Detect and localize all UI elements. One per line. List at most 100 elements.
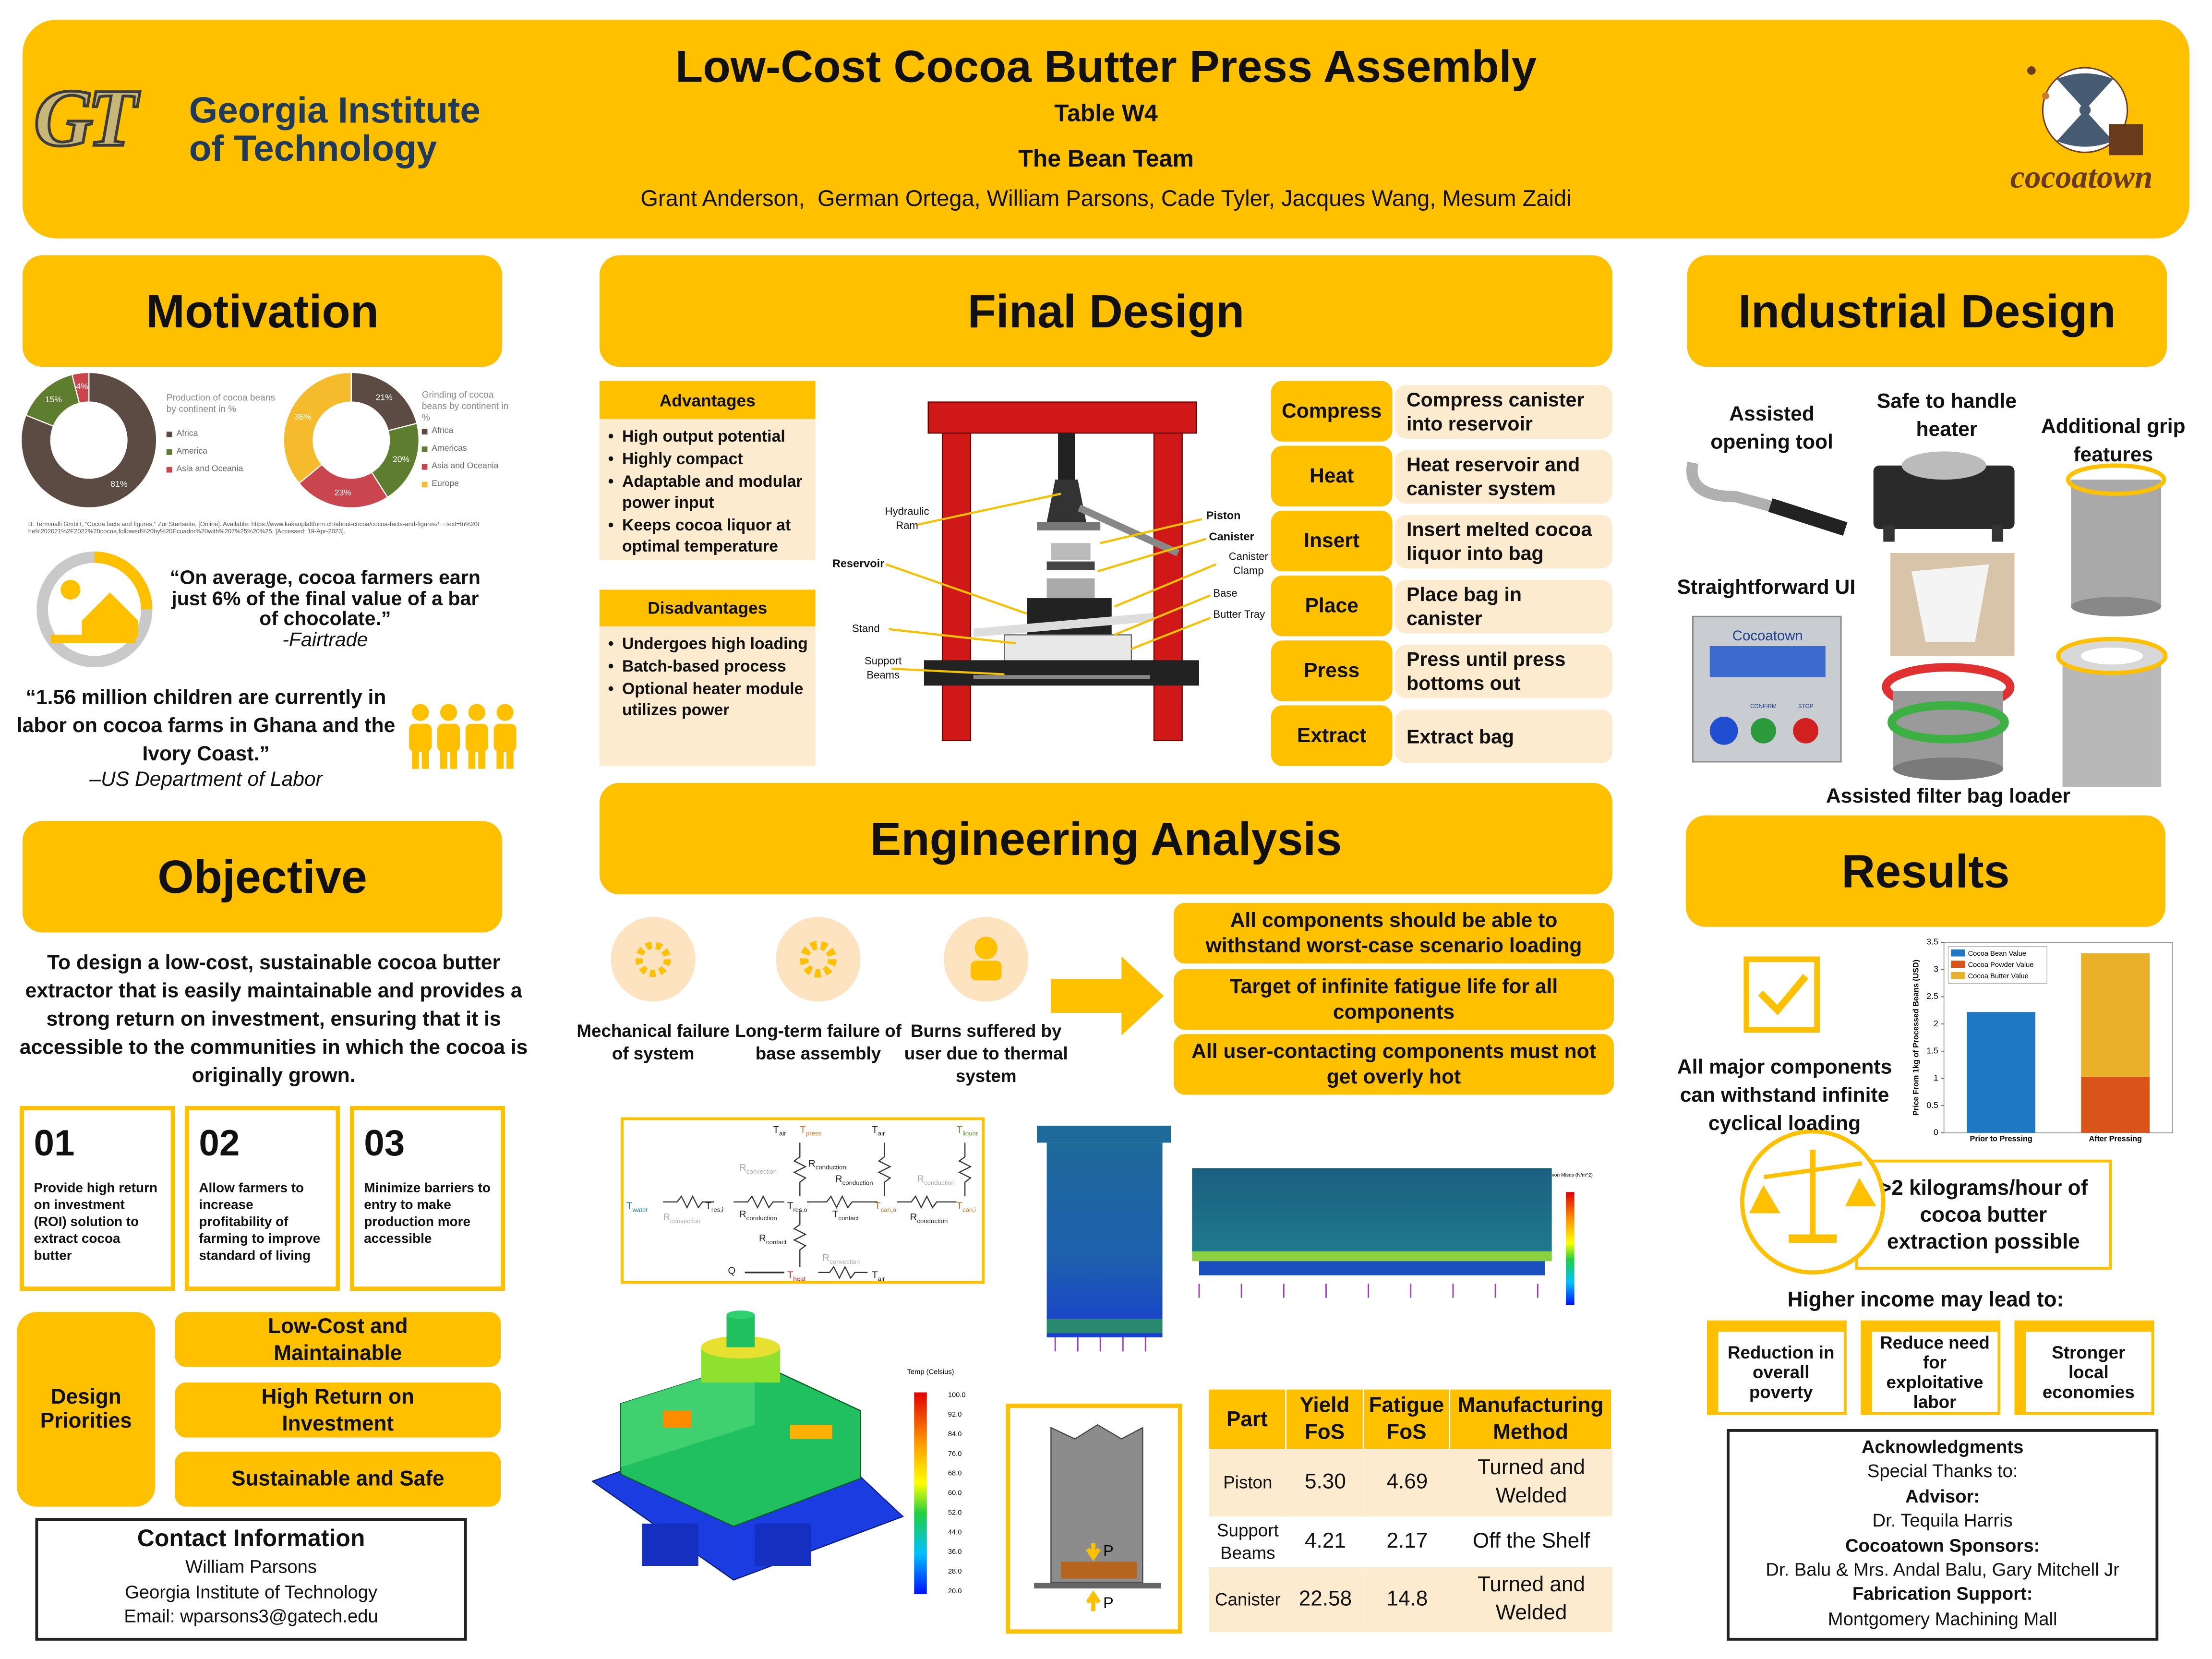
subscript: conduction — [917, 1217, 948, 1225]
y-tick-label: 0.5 — [1926, 1100, 1938, 1110]
section-heading: Final Design — [967, 284, 1245, 337]
ack-line: Dr. Balu & Mrs. Andal Balu, Gary Mitchel… — [1766, 1559, 2120, 1580]
goal-card — [20, 1106, 175, 1291]
list-heading-text: Advantages — [659, 390, 756, 410]
section-heading: Engineering Analysis — [870, 812, 1342, 864]
value-label: 15% — [45, 395, 62, 404]
header-text: Part — [1226, 1407, 1268, 1431]
list-item: Keeps cocoa liquor at optimal temperatur… — [605, 517, 810, 559]
section-heading-box: Results — [1685, 815, 2166, 927]
chart-title: Grinding of cocoa beans by continent in … — [421, 391, 509, 423]
legend-swatch — [421, 429, 428, 435]
subscript: convection — [670, 1217, 700, 1225]
ack-line: Cocoatown Sponsors: — [1845, 1534, 2040, 1556]
symbol: R — [759, 1233, 766, 1244]
legend-swatch — [166, 467, 172, 473]
symbol: T — [956, 1124, 962, 1135]
quote-source: –US Department of Labor — [89, 769, 323, 792]
symbol: R — [739, 1162, 746, 1173]
symbol: T — [787, 1201, 793, 1212]
subscript: liquor — [962, 1130, 978, 1137]
table-cell: Off the Shelf — [1450, 1516, 1613, 1567]
risk-icon — [776, 917, 861, 1002]
contact-line: Email: wparsons3@gatech.edu — [124, 1605, 378, 1627]
list-heading: Advantages — [599, 381, 816, 419]
list-item: Adaptable and modular power input — [605, 472, 810, 515]
thermal-label: Rconduction — [739, 1209, 777, 1222]
priority: High Return on Investment — [175, 1382, 501, 1438]
legend-label: America — [176, 446, 207, 456]
legend-tick: 44.0 — [948, 1528, 962, 1536]
table-cell: 4.21 — [1286, 1516, 1364, 1567]
logo-text: Georgia Institute — [189, 89, 481, 132]
step-name-text: Place — [1305, 594, 1358, 617]
subscript: res,o — [793, 1206, 807, 1213]
table-cell: 2.17 — [1364, 1516, 1451, 1567]
thermal-label: Twater — [626, 1201, 648, 1214]
ack-line: Special Thanks to: — [1867, 1460, 2018, 1482]
symbol: R — [739, 1209, 746, 1220]
legend-label: Africa — [432, 425, 453, 435]
step-text-content: Insert melted cocoa liquor into bag — [1406, 517, 1592, 565]
step-text: Press until press bottoms out — [1395, 645, 1613, 698]
donut-segment — [283, 372, 352, 484]
scale-icon — [1740, 1129, 1886, 1275]
result-text: All major components can withstand infin… — [1677, 1057, 1892, 1136]
priority-text: High Return on Investment — [261, 1384, 414, 1436]
thermal-label: Rconvection — [739, 1162, 777, 1175]
thermal-label: Tcan,i — [956, 1201, 976, 1214]
requirement: All components should be able to withsta… — [1174, 902, 1614, 964]
contact-line: Georgia Institute of Technology — [125, 1580, 378, 1602]
component-label: Reservoir — [832, 557, 885, 570]
symbol: T — [832, 1209, 839, 1220]
table-header-cell: Manufacturing Method — [1450, 1389, 1613, 1449]
table-cell: 4.69 — [1364, 1449, 1451, 1517]
requirement-text: All user-contacting components must not … — [1191, 1040, 1596, 1089]
ack-line: Dr. Tequila Harris — [1872, 1510, 2013, 1531]
advantages-list: High output potentialHighly compactAdapt… — [599, 419, 816, 560]
step-text-content: Extract bag — [1406, 724, 1515, 747]
y-tick-label: 1 — [1934, 1073, 1938, 1082]
symbol: R — [808, 1158, 816, 1169]
goal-number: 02 — [199, 1121, 240, 1164]
table-cell: Turned and Welded — [1450, 1567, 1613, 1633]
x-tick-label: Prior to Pressing — [1970, 1134, 2032, 1143]
table-cell: Support Beams — [1209, 1516, 1287, 1567]
thermal-label: Tair — [872, 1124, 885, 1137]
header-text: Manufacturing Method — [1457, 1394, 1604, 1445]
y-tick-label: 2.5 — [1926, 991, 1938, 1001]
goal-text: Minimize barriers to entry to make produ… — [364, 1180, 491, 1247]
legend-swatch — [421, 446, 428, 452]
thermal-label: Rconduction — [808, 1158, 846, 1171]
step-name-text: Compress — [1281, 400, 1382, 423]
legend-label: Asia and Oceania — [432, 461, 498, 470]
objective-text: To design a low-cost, sustainable cocoa … — [19, 952, 528, 1088]
subscript: conduction — [924, 1179, 955, 1187]
ack-line: Advisor: — [1905, 1485, 1980, 1507]
list-item: Optional heater module utilizes power — [605, 680, 810, 722]
component-label: Support Beams — [865, 654, 902, 682]
authors: Grant Anderson, German Ortega, William P… — [640, 187, 1572, 212]
subscript: air — [779, 1130, 786, 1137]
value-label: 21% — [376, 392, 393, 402]
symbol: R — [917, 1174, 924, 1185]
thermal-label: Rconduction — [910, 1212, 948, 1225]
cell-text: Turned and Welded — [1478, 1455, 1585, 1508]
list-item: High output potential — [605, 427, 810, 448]
subscript: air — [878, 1130, 885, 1137]
thermal-label: Tres,o — [787, 1201, 807, 1214]
thermal-label: Theat — [787, 1270, 806, 1283]
header-text: Fatigue FoS — [1369, 1394, 1444, 1445]
value-label: 36% — [294, 412, 312, 421]
subscript: convection — [830, 1258, 860, 1265]
step-text-content: Place bag in canister — [1406, 582, 1522, 629]
cell-text: 4.21 — [1305, 1529, 1346, 1553]
legend-swatch — [166, 432, 172, 438]
bar-segment — [2081, 1077, 2150, 1133]
symbol: R — [835, 1174, 842, 1185]
ui-brand: Cocoatown — [1732, 628, 1803, 644]
cocoatown-logo-text: cocoatown — [2010, 159, 2153, 195]
arrow — [1051, 956, 1164, 1036]
thermal-label: Tliquor — [956, 1124, 978, 1137]
